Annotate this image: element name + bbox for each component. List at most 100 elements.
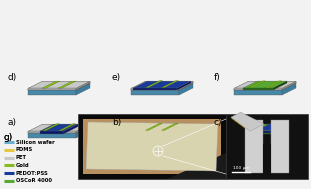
Polygon shape (161, 81, 179, 88)
Polygon shape (133, 81, 191, 88)
Polygon shape (58, 81, 76, 88)
Polygon shape (28, 132, 76, 133)
Polygon shape (28, 89, 76, 90)
Text: f): f) (214, 73, 221, 82)
Polygon shape (76, 125, 90, 133)
Polygon shape (131, 81, 193, 88)
Polygon shape (231, 112, 264, 131)
Polygon shape (250, 124, 288, 131)
Polygon shape (234, 131, 282, 133)
Text: b): b) (112, 118, 121, 127)
Polygon shape (231, 113, 264, 132)
Text: d): d) (8, 73, 17, 82)
Polygon shape (179, 124, 193, 133)
Bar (271, 120, 289, 173)
Polygon shape (140, 131, 170, 134)
Polygon shape (131, 132, 179, 133)
Polygon shape (234, 132, 282, 133)
Polygon shape (164, 124, 178, 133)
Polygon shape (179, 82, 193, 95)
Polygon shape (243, 81, 287, 88)
Polygon shape (250, 131, 274, 134)
Polygon shape (64, 124, 78, 134)
Text: g): g) (3, 133, 12, 142)
Polygon shape (282, 82, 296, 90)
Polygon shape (43, 124, 59, 131)
Polygon shape (76, 82, 90, 90)
Text: a): a) (8, 118, 17, 127)
Polygon shape (76, 81, 90, 90)
Polygon shape (256, 124, 286, 131)
Polygon shape (179, 82, 193, 90)
Text: c): c) (214, 118, 222, 127)
Polygon shape (272, 124, 286, 133)
Polygon shape (234, 89, 282, 90)
Bar (78, 114, 226, 179)
Polygon shape (282, 81, 296, 90)
Polygon shape (140, 124, 184, 131)
Text: g): g) (3, 133, 12, 142)
Polygon shape (234, 125, 296, 132)
Polygon shape (133, 88, 177, 90)
Polygon shape (40, 131, 64, 134)
Polygon shape (146, 131, 164, 133)
Polygon shape (282, 82, 296, 95)
Polygon shape (282, 125, 296, 133)
Polygon shape (131, 89, 179, 95)
Bar (263, 144, 271, 173)
Polygon shape (28, 82, 90, 89)
Polygon shape (179, 125, 193, 133)
Polygon shape (131, 125, 193, 132)
Polygon shape (28, 125, 90, 132)
Polygon shape (28, 125, 90, 132)
Polygon shape (131, 88, 179, 90)
Polygon shape (28, 88, 76, 90)
Polygon shape (282, 124, 296, 133)
Bar (226, 114, 308, 179)
Polygon shape (248, 81, 266, 88)
Polygon shape (28, 89, 76, 95)
Polygon shape (273, 81, 287, 90)
Polygon shape (234, 82, 296, 89)
Polygon shape (282, 125, 296, 138)
Text: PET: PET (16, 155, 27, 160)
Polygon shape (234, 82, 296, 89)
Polygon shape (131, 132, 179, 138)
Polygon shape (40, 124, 78, 131)
Polygon shape (146, 123, 163, 130)
Polygon shape (86, 122, 218, 171)
Text: PEDOT:PSS: PEDOT:PSS (16, 171, 49, 176)
Polygon shape (274, 124, 288, 134)
Polygon shape (234, 124, 296, 131)
Polygon shape (76, 125, 90, 138)
Polygon shape (42, 81, 60, 88)
Polygon shape (234, 81, 296, 88)
Polygon shape (28, 132, 76, 138)
Polygon shape (179, 125, 193, 138)
Polygon shape (131, 131, 179, 133)
Polygon shape (234, 125, 296, 132)
Text: PDMS: PDMS (16, 147, 33, 152)
Polygon shape (177, 81, 191, 90)
Polygon shape (264, 81, 281, 88)
Polygon shape (170, 124, 184, 134)
Polygon shape (28, 81, 90, 88)
Polygon shape (76, 124, 90, 133)
Text: Silicon wafer: Silicon wafer (16, 139, 55, 145)
Polygon shape (256, 131, 272, 133)
Text: 100 μm: 100 μm (233, 166, 249, 170)
Polygon shape (83, 119, 221, 174)
Polygon shape (161, 123, 179, 130)
Polygon shape (131, 124, 193, 131)
Polygon shape (28, 82, 90, 89)
Polygon shape (131, 82, 193, 89)
Polygon shape (76, 82, 90, 95)
Polygon shape (131, 89, 179, 90)
Polygon shape (234, 88, 282, 90)
Bar (245, 120, 263, 173)
Text: Gold: Gold (16, 163, 30, 168)
Polygon shape (146, 124, 178, 131)
Polygon shape (234, 89, 282, 95)
Polygon shape (179, 81, 193, 90)
Polygon shape (28, 131, 76, 133)
